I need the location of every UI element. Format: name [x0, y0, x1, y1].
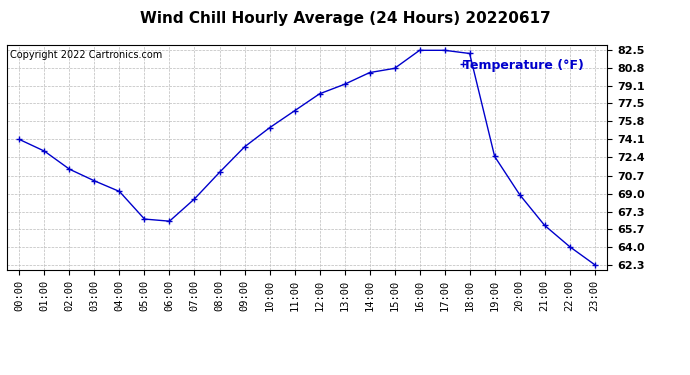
Temperature (°F) — [340, 82, 348, 87]
Temperature (°F) — [15, 137, 23, 142]
Temperature (°F) — [491, 154, 499, 159]
Temperature (°F) — [215, 170, 224, 175]
Temperature (°F) — [566, 244, 574, 249]
Legend: Temperature (°F): Temperature (°F) — [458, 54, 589, 76]
Temperature (°F) — [90, 178, 99, 183]
Line: Temperature (°F): Temperature (°F) — [16, 47, 598, 268]
Temperature (°F) — [315, 92, 324, 96]
Temperature (°F) — [166, 219, 174, 224]
Temperature (°F) — [66, 167, 74, 171]
Temperature (°F) — [515, 192, 524, 197]
Temperature (°F) — [115, 189, 124, 194]
Temperature (°F) — [190, 196, 199, 201]
Temperature (°F) — [440, 48, 449, 52]
Temperature (°F) — [391, 66, 399, 70]
Temperature (°F) — [591, 262, 599, 267]
Temperature (°F) — [466, 51, 474, 56]
Temperature (°F) — [240, 145, 248, 149]
Temperature (°F) — [366, 70, 374, 75]
Temperature (°F) — [290, 108, 299, 113]
Temperature (°F) — [140, 217, 148, 221]
Text: Copyright 2022 Cartronics.com: Copyright 2022 Cartronics.com — [10, 50, 162, 60]
Temperature (°F) — [266, 126, 274, 130]
Temperature (°F) — [40, 149, 48, 153]
Temperature (°F) — [540, 223, 549, 228]
Text: Wind Chill Hourly Average (24 Hours) 20220617: Wind Chill Hourly Average (24 Hours) 202… — [139, 11, 551, 26]
Temperature (°F) — [415, 48, 424, 52]
